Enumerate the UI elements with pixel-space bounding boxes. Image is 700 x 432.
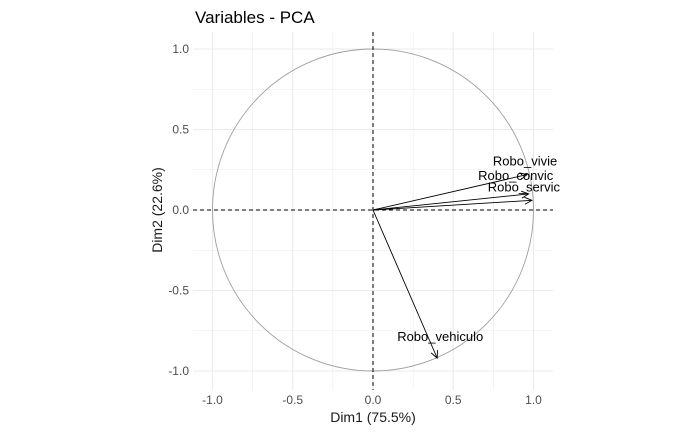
x-tick-label: -1.0	[202, 393, 223, 407]
variable-label: Robo_convic	[478, 168, 554, 183]
chart-title: Variables - PCA	[195, 8, 315, 27]
variable-arrows	[372, 172, 533, 360]
x-tick-label: 0.5	[445, 393, 462, 407]
variable-label: Robo_vivie	[493, 154, 557, 169]
y-tick-label: -0.5	[168, 284, 189, 298]
tick-labels: -1.0 -0.5 0.0 0.5 1.0 -1.0 -0.5 0.0 0.5 1.0	[168, 42, 542, 407]
variable-label: Robo_vehiculo	[397, 329, 483, 344]
y-tick-label: 0.5	[172, 123, 189, 137]
y-tick-label: -1.0	[168, 364, 189, 378]
y-tick-label: 1.0	[172, 42, 189, 56]
y-axis-title: Dim2 (22.6%)	[149, 167, 165, 253]
arrow-robo-convivencia	[372, 190, 530, 211]
x-axis-title: Dim1 (75.5%)	[330, 409, 416, 425]
x-tick-label: 1.0	[525, 393, 542, 407]
arrow-robo-servicio	[372, 196, 533, 211]
arrow-robo-vehiculo	[372, 209, 438, 360]
y-tick-label: 0.0	[172, 203, 189, 217]
x-tick-label: -0.5	[282, 393, 303, 407]
arrow-robo-vivienda	[372, 172, 529, 211]
variable-label: Robo_servic	[488, 179, 561, 194]
x-tick-label: 0.0	[365, 393, 382, 407]
